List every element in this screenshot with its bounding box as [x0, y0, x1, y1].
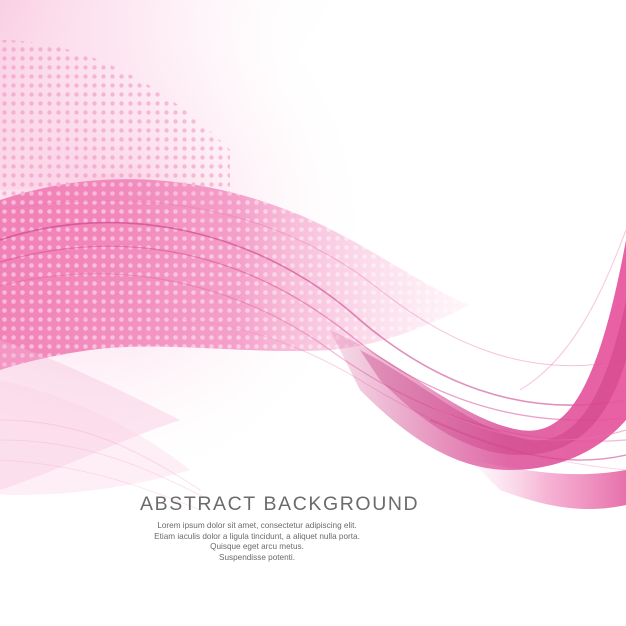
poster-body: Lorem ipsum dolor sit amet, consectetur …	[140, 521, 374, 563]
poster-headline: ABSTRACT BACKGROUND	[140, 493, 420, 515]
body-line: Lorem ipsum dolor sit amet, consectetur …	[157, 521, 357, 530]
body-line: Etiam iaculis dolor a ligula tincidunt, …	[154, 531, 360, 541]
poster-text-block: ABSTRACT BACKGROUND Lorem ipsum dolor si…	[140, 490, 420, 563]
body-line: Suspendisse potenti.	[218, 552, 295, 562]
body-line: Quisque eget arcu metus.	[210, 542, 304, 551]
